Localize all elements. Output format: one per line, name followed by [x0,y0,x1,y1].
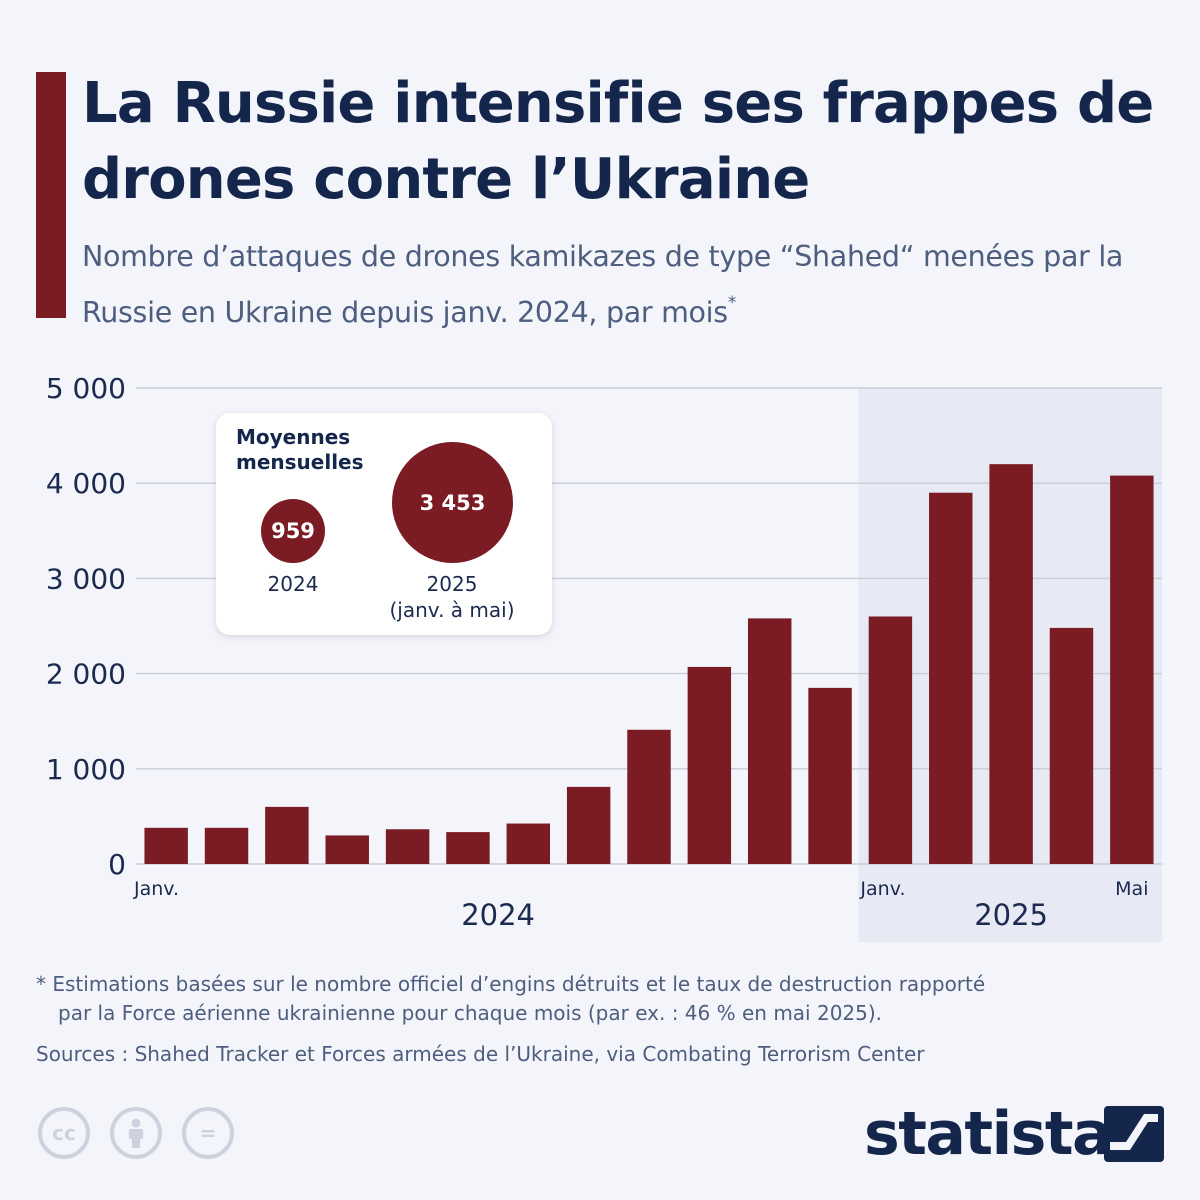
y-tick-label: 5 000 [46,372,126,405]
y-tick-label: 3 000 [46,562,126,595]
year-label: 2024 [461,898,535,932]
bar [868,616,913,864]
bar [204,827,249,864]
attribution-person-icon[interactable] [110,1107,162,1159]
y-axis-ticks: 0 1 000 2 000 3 000 4 000 5 000 [46,372,126,881]
footnote-line-2: par la Force aérienne ukrainienne pour c… [58,1001,883,1025]
avg-2025-bubble: 3 453 [392,442,513,563]
no-derivatives-icon[interactable]: = [182,1107,234,1159]
y-tick-label: 0 [108,848,126,881]
average-legend-card: Moyennes mensuelles 959 3 453 2024 2025 … [216,413,552,635]
avg-2025-label-range: (janv. à mai) [389,598,515,622]
avg-2025-label-year: 2025 [426,572,478,596]
avg-2024-bubble: 959 [261,499,325,563]
year-label: 2025 [974,898,1048,932]
year-labels: 2024 2025 [461,898,1048,932]
y-tick-label: 1 000 [46,753,126,786]
statista-logo-text[interactable]: statista [864,1099,1113,1169]
bar [1110,475,1154,864]
statista-logo-icon [1104,1106,1164,1162]
y-tick-label: 2 000 [46,658,126,691]
bar [808,687,852,864]
bar-chart: 0 1 000 2 000 3 000 4 000 5 000 Janv. Janv. Mai… [46,372,1162,942]
bar [385,829,430,864]
bars [144,464,1154,864]
bar [1049,627,1094,864]
bar [144,827,188,864]
sources: Sources : Shahed Tracker et Forces armée… [36,1042,925,1066]
x-tick-label: Janv. [859,878,905,900]
bar [747,618,792,864]
bar [325,835,369,864]
x-tick-label: Janv. [133,878,179,900]
avg-2024-label: 2024 [267,572,319,596]
x-tick-label: Mai [1115,878,1148,900]
x-axis-ticks: Janv. Janv. Mai [133,878,1148,900]
bar [506,823,551,864]
bar [687,666,732,864]
accent-bar [36,72,66,318]
footnote: * Estimations basées sur le nombre offic… [36,970,1166,1028]
subtitle-text: Nombre d’attaques de drones kamikazes de… [82,240,1124,329]
bar [446,832,490,864]
creative-commons-icon[interactable]: cc [38,1107,90,1159]
legend-title: Moyennes mensuelles [236,425,364,474]
subtitle-footnote-marker: * [727,293,737,313]
bar [627,729,671,864]
bar [566,786,611,864]
bar [265,806,309,864]
person-glyph [129,1118,143,1148]
avg-2025-label: 2025 (janv. à mai) [366,571,538,623]
chart-title: La Russie intensifie ses frappes de dron… [82,71,1154,212]
footnote-line-1: * Estimations basées sur le nombre offic… [36,972,986,996]
y-tick-label: 4 000 [46,467,126,500]
bar [929,492,973,864]
bar [989,464,1033,864]
chart-subtitle: Nombre d’attaques de drones kamikazes de… [82,234,1182,336]
